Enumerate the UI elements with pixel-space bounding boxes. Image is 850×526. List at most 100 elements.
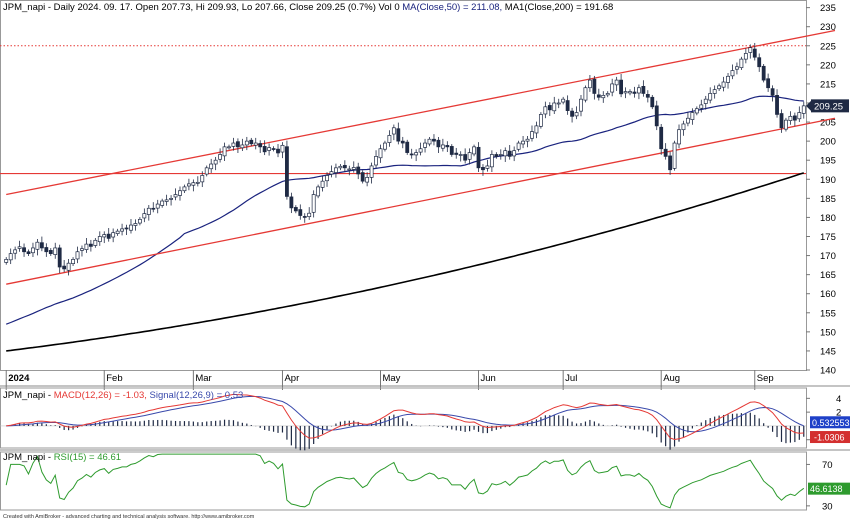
candle-body — [473, 147, 476, 154]
candle-body — [437, 140, 440, 147]
candle-body — [232, 143, 235, 146]
candle-body — [624, 92, 627, 93]
candle-body — [691, 113, 694, 120]
candle-body — [530, 132, 533, 139]
candle-body — [147, 208, 150, 214]
candle-body — [535, 126, 538, 133]
candle-body — [495, 154, 498, 156]
last-price-label: 209.25 — [814, 101, 843, 112]
candle-body — [196, 182, 199, 183]
x-tick-label: Feb — [106, 373, 122, 384]
candle-body — [571, 111, 574, 116]
candle-body — [303, 216, 306, 217]
candle-body — [677, 130, 680, 144]
ma50-label: MA(Close,50) = 211.08, — [402, 2, 502, 13]
candle-body — [348, 169, 351, 170]
ma200-label: MA1(Close,200) = 191.68 — [502, 2, 613, 13]
candle-body — [339, 166, 342, 168]
candle-body — [655, 106, 658, 126]
y-tick-label: 195 — [820, 156, 836, 167]
signal-value-label: 0.532553 — [812, 418, 850, 428]
candle-body — [704, 99, 707, 103]
candle-body — [593, 79, 596, 93]
candle-body — [49, 250, 52, 253]
candle-body — [299, 210, 302, 216]
candle-body — [611, 84, 614, 92]
candle-body — [517, 143, 520, 149]
candle-body — [767, 79, 770, 88]
y-tick-label: 190 — [820, 175, 836, 186]
y-tick-label: 170 — [820, 251, 836, 262]
candle-body — [660, 127, 663, 149]
candle-body — [544, 107, 547, 114]
candle-body — [793, 116, 796, 120]
candle-body — [392, 128, 395, 134]
candle-body — [89, 244, 92, 246]
candle-body — [718, 86, 721, 89]
candle-body — [308, 213, 311, 216]
candle-body — [9, 254, 12, 260]
macd-value-label: -1.0306 — [814, 433, 845, 443]
candle-body — [584, 88, 587, 100]
candle-body — [361, 173, 364, 182]
rsi-value-label: 46.6138 — [810, 484, 843, 494]
candle-body — [780, 114, 783, 128]
y-tick-label: 225 — [820, 41, 836, 52]
y-tick-label: 150 — [820, 327, 836, 338]
candle-body — [170, 198, 173, 199]
x-tick-label: Sep — [757, 373, 774, 384]
price-title-prefix: JPM_napi - Daily 2024. 09. 17. Open 207.… — [3, 2, 402, 13]
candle-body — [281, 145, 284, 152]
candle-body — [401, 141, 404, 143]
candle-body — [210, 164, 213, 169]
y-tick-label: 215 — [820, 79, 836, 90]
candle-body — [602, 95, 605, 97]
candle-body — [762, 66, 765, 80]
macd-title: JPM_napi - MACD(12,26) = -1.03, Signal(1… — [3, 390, 243, 401]
candle-body — [566, 101, 569, 111]
candle-body — [651, 97, 654, 107]
candle-body — [54, 248, 57, 255]
signal-label: Signal(12,26,9) = 0.53 — [150, 390, 244, 401]
candle-body — [45, 247, 48, 251]
candle-body — [317, 187, 320, 196]
candle-body — [268, 148, 271, 151]
candle-body — [94, 240, 97, 245]
candle-body — [508, 151, 511, 156]
candle-body — [459, 154, 462, 155]
candle-body — [450, 146, 453, 154]
candle-body — [455, 153, 458, 154]
candle-body — [383, 143, 386, 149]
x-tick-label: Jun — [481, 373, 496, 384]
candle-body — [245, 141, 248, 145]
candle-body — [504, 151, 507, 156]
y-tick-label: 200 — [820, 137, 836, 148]
candle-body — [290, 197, 293, 208]
candle-body — [107, 234, 110, 238]
candle-body — [125, 228, 128, 229]
candle-body — [67, 263, 70, 270]
candle-body — [138, 219, 141, 223]
candle-body — [513, 151, 516, 156]
candle-body — [388, 135, 391, 142]
x-tick-label: 2024 — [8, 373, 30, 384]
rsi-title: JPM_napi - RSI(15) = 46.61 — [3, 452, 121, 463]
candle-body — [343, 165, 346, 167]
candle-body — [423, 143, 426, 147]
candle-body — [18, 247, 21, 249]
candle-body — [134, 224, 137, 226]
candle-body — [366, 177, 369, 182]
y-tick-label: 175 — [820, 232, 836, 243]
candle-body — [236, 142, 239, 147]
candle-body — [397, 129, 400, 141]
candle-body — [588, 80, 591, 88]
y-tick-label: 165 — [820, 270, 836, 281]
rsi-label: RSI(15) = 46.61 — [54, 452, 121, 463]
candle-body — [63, 266, 66, 269]
candle-body — [219, 154, 222, 159]
candle-body — [27, 252, 30, 254]
candle-body — [80, 249, 83, 251]
candle-body — [606, 93, 609, 94]
y-tick-label: 4 — [836, 394, 841, 405]
